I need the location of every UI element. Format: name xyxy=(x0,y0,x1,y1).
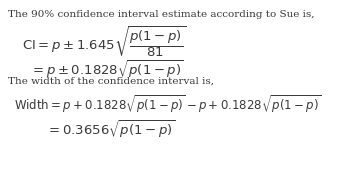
Text: The width of the confidence interval is,: The width of the confidence interval is, xyxy=(8,77,214,86)
Text: $= p \pm 0.1828\sqrt{p(1-p)}$: $= p \pm 0.1828\sqrt{p(1-p)}$ xyxy=(30,58,184,80)
Text: $\mathrm{Width} = p + 0.1828\sqrt{p(1-p)} - p + 0.1828\sqrt{p(1-p)}$: $\mathrm{Width} = p + 0.1828\sqrt{p(1-p)… xyxy=(14,93,321,115)
Text: $\mathrm{CI} = p \pm 1.645\sqrt{\dfrac{p(1-p)}{81}}$: $\mathrm{CI} = p \pm 1.645\sqrt{\dfrac{p… xyxy=(22,25,187,60)
Text: The 90% confidence interval estimate according to Sue is,: The 90% confidence interval estimate acc… xyxy=(8,10,315,19)
Text: $= 0.3656\sqrt{p(1-p)}$: $= 0.3656\sqrt{p(1-p)}$ xyxy=(46,118,175,140)
